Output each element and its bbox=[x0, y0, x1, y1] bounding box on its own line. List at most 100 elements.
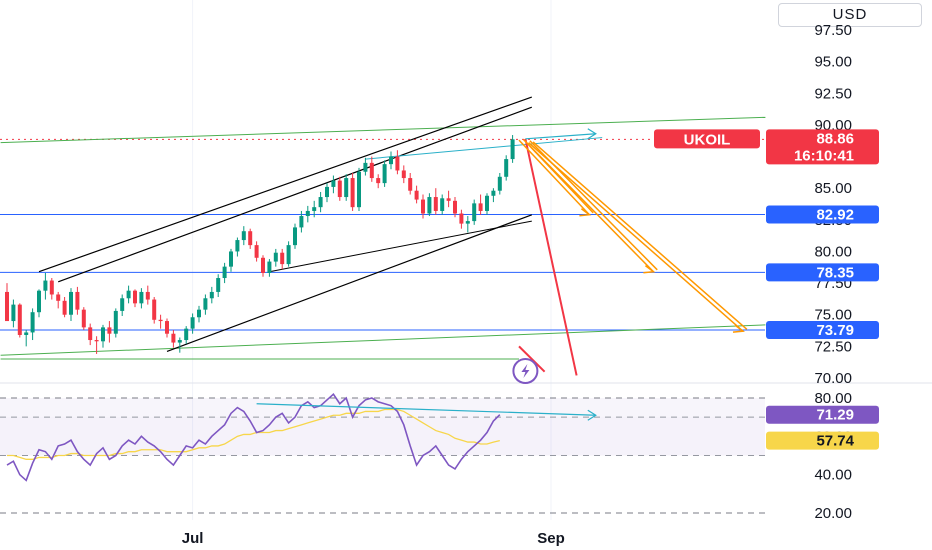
candle-body bbox=[293, 227, 297, 246]
candle-body bbox=[382, 164, 387, 184]
countdown-label: 16:10:41 bbox=[794, 147, 854, 164]
price-tick-label: 97.50 bbox=[814, 22, 852, 39]
candle-body bbox=[184, 328, 189, 341]
candle-body bbox=[37, 290, 41, 313]
candle-body bbox=[497, 176, 502, 191]
candle-body bbox=[113, 310, 118, 334]
currency-selector[interactable]: USD bbox=[778, 3, 922, 27]
candle-body bbox=[337, 180, 342, 198]
candle-body bbox=[459, 213, 464, 224]
candle-body bbox=[331, 180, 336, 187]
candle-body bbox=[190, 317, 195, 329]
candle-body bbox=[408, 178, 413, 191]
price-arrow-head bbox=[587, 128, 597, 140]
candle-body bbox=[17, 304, 22, 335]
candle-body bbox=[62, 300, 67, 315]
candle-body bbox=[171, 333, 176, 343]
symbol-badge bbox=[654, 129, 760, 149]
projection-arrow-head bbox=[579, 208, 592, 217]
candle-body bbox=[421, 199, 425, 214]
candle-body bbox=[414, 190, 419, 200]
candle-body bbox=[139, 291, 144, 304]
price-tick-label: 92.50 bbox=[814, 85, 852, 102]
candle-body bbox=[222, 266, 227, 279]
flash-alert-icon[interactable] bbox=[512, 358, 539, 384]
price-level-badge bbox=[766, 321, 879, 340]
candle-body bbox=[5, 291, 9, 322]
candle-body bbox=[478, 203, 483, 211]
candle-body bbox=[273, 252, 278, 262]
rsi-divergence-line bbox=[256, 403, 596, 416]
candle-body bbox=[197, 309, 201, 318]
candle-body bbox=[376, 178, 381, 184]
candle-body bbox=[485, 195, 489, 211]
symbol-badge-label: UKOIL bbox=[684, 131, 731, 148]
candle-body bbox=[472, 203, 477, 222]
candle-body bbox=[344, 178, 349, 198]
time-tick-label: Sep bbox=[537, 530, 565, 547]
price-divergence-line bbox=[365, 137, 603, 160]
price-level-badge bbox=[766, 263, 879, 282]
trend-drawings bbox=[0, 96, 766, 376]
candle-body bbox=[229, 251, 233, 267]
candle-body bbox=[209, 291, 214, 299]
candle-body bbox=[107, 327, 112, 334]
candle-body bbox=[145, 291, 150, 300]
candle-body bbox=[369, 162, 374, 179]
candle-body bbox=[299, 216, 304, 228]
candle-body bbox=[177, 340, 182, 343]
candle-body bbox=[312, 207, 317, 211]
price-arrow-line bbox=[525, 133, 596, 140]
price-level-badge-label: 82.92 bbox=[816, 207, 854, 224]
candle-body bbox=[433, 197, 438, 211]
rsi-moving-average-line bbox=[7, 408, 500, 460]
candle-body bbox=[88, 327, 93, 341]
rsi-tick-label: 20.00 bbox=[814, 505, 852, 522]
drop-projection-line bbox=[524, 138, 578, 376]
candle-body bbox=[363, 162, 368, 172]
lower-green-trendline bbox=[0, 324, 766, 356]
candle-body bbox=[440, 198, 445, 211]
projection-arrow-line bbox=[528, 142, 744, 332]
rsi-background-band bbox=[0, 417, 765, 456]
candle-body bbox=[56, 294, 61, 301]
candle-body bbox=[241, 231, 246, 241]
candle-body bbox=[120, 298, 125, 311]
candle-body bbox=[446, 198, 451, 201]
candle-body bbox=[126, 290, 131, 299]
rsi-value-badge bbox=[766, 405, 879, 424]
projection-arrow-line-double bbox=[532, 141, 748, 330]
candle-body bbox=[94, 340, 99, 342]
price-level-badge-label: 78.35 bbox=[816, 264, 854, 281]
rsi-tick-label: 80.00 bbox=[814, 390, 852, 407]
candle-body bbox=[152, 299, 157, 320]
candle-body bbox=[75, 291, 80, 310]
time-axis[interactable]: Jul Sep bbox=[182, 530, 565, 547]
candle-body bbox=[453, 200, 457, 214]
candle-body bbox=[81, 309, 86, 328]
candle-body bbox=[158, 319, 163, 322]
rsi-tick-label: 40.00 bbox=[814, 467, 852, 484]
projection-arrow-head bbox=[643, 265, 656, 274]
price-tick-label: 95.00 bbox=[814, 54, 852, 71]
price-tick-label: 70.00 bbox=[814, 370, 852, 387]
candle-body bbox=[357, 171, 361, 208]
channel-lower-line bbox=[166, 214, 533, 352]
candle-body bbox=[30, 312, 35, 333]
candle-body bbox=[49, 280, 54, 295]
upper-green-trendline bbox=[0, 116, 766, 144]
candle-body bbox=[11, 304, 16, 322]
candle-body bbox=[389, 156, 393, 165]
last-price-label: 88.86 bbox=[816, 130, 854, 147]
candle-body bbox=[267, 261, 272, 273]
projection-arrow-line bbox=[518, 139, 590, 216]
candle-body bbox=[165, 321, 169, 334]
candle-body bbox=[401, 170, 406, 179]
drop-projection-short bbox=[518, 345, 546, 373]
rsi-line bbox=[6, 392, 501, 482]
price-level-badge-label: 73.79 bbox=[816, 322, 854, 339]
candle-body bbox=[491, 190, 496, 196]
candle-body bbox=[350, 178, 355, 208]
inner-trendline bbox=[269, 220, 532, 273]
